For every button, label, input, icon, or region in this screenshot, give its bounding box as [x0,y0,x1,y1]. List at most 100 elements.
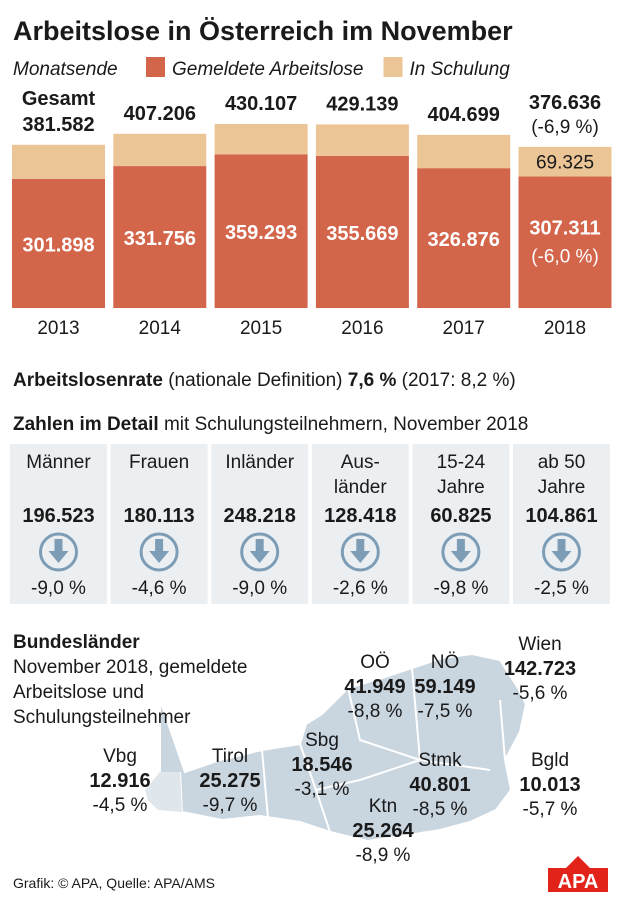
detail-box [311,444,409,604]
state-change: -5,7 % [523,799,578,820]
detail-label: Jahre [538,477,586,498]
bar-segment [12,178,105,308]
rate-line: Arbeitslosenrate (nationale Definition) … [13,370,516,391]
bar-segment [214,154,308,308]
detail-title: Zahlen im Detail [13,414,159,435]
logo: APA [558,871,599,893]
detail-change: -2,5 % [534,578,589,599]
state-value: 41.949 [344,676,405,698]
detail-label: 15-24 [437,452,486,473]
vbg-region [145,772,182,812]
total-label: 407.206 [124,103,196,125]
state-name: OÖ [360,652,390,673]
detail-label: Männer [26,452,91,473]
value-label: 331.756 [124,228,196,250]
bar-segment [12,144,105,179]
detail-box [412,444,510,604]
detail-change: -9,0 % [31,578,86,599]
logo-roof [566,856,590,868]
austria-map [143,652,528,843]
total-label: 404.699 [428,104,500,126]
detail-value: 128.418 [324,505,396,527]
arrow-down [249,539,270,563]
bar-segment [518,146,612,177]
total-prefix: Gesamt [22,88,96,110]
state-value: 142.723 [504,658,576,680]
detail-value: 248.218 [224,505,296,527]
total-label: 430.107 [225,93,297,115]
arrow-down [48,539,69,563]
value-label: 69.325 [536,153,594,174]
state-change: -3,1 % [295,779,350,800]
state-value: 25.275 [199,770,260,792]
bar-segment [113,166,207,308]
state-change: -7,5 % [418,701,473,722]
bar-segment [214,124,308,155]
detail-box [211,444,309,604]
arrow-down [450,539,471,563]
value-label: 355.669 [326,223,398,245]
value-label: 307.311 [529,217,600,239]
chart-title: Arbeitslose in Österreich im November [13,16,513,46]
arrow-down [350,539,371,563]
arrow-circle [139,532,179,572]
arrow-down [551,539,572,563]
states-title: Bundesländer [13,632,140,653]
x-tick-label: 2017 [443,318,485,339]
legend-swatch [383,57,403,77]
arrow-circle [340,532,380,572]
detail-label: ab 50 [538,452,586,473]
value-note: (-6,0 %) [531,246,599,267]
state-name: Bgld [531,750,569,771]
state-value: 12.916 [89,770,150,792]
total-label: 376.636 [529,92,601,114]
source: Grafik: © APA, Quelle: APA/AMS [13,875,215,891]
state-change: -9,7 % [203,795,258,816]
detail-label: länder [334,477,387,498]
detail-change: -9,0 % [232,578,287,599]
state-change: -8,8 % [348,701,403,722]
state-name: Ktn [369,796,398,817]
bar-segment [518,176,612,308]
states-subtitle: November 2018, gemeldete [13,657,247,678]
state-value: 18.546 [291,754,352,776]
arrow-circle [39,532,78,572]
total-label: 381.582 [22,114,94,136]
bar-segment [315,124,409,156]
detail-heading: Zahlen im Detail mit Schulungsteilnehmer… [13,414,528,435]
subtitle: Monatsende [13,59,118,80]
legend-label: Gemeldete Arbeitslose [172,59,364,80]
detail-box [513,444,610,604]
state-change: -8,5 % [413,799,468,820]
x-tick-label: 2013 [37,318,79,339]
detail-box [110,444,208,604]
state-name: NÖ [431,652,460,673]
value-label: 301.898 [22,234,94,256]
state-change: -8,9 % [356,845,411,866]
bar-segment [315,155,409,308]
rate-definition: (nationale Definition) [163,370,348,391]
state-value: 25.264 [352,820,414,842]
state-change: -5,6 % [513,683,568,704]
rate-value: 7,6 % [348,370,397,391]
legend-swatch [146,57,165,77]
arrow-circle [240,532,280,572]
state-value: 10.013 [519,774,580,796]
state-value: 40.801 [409,774,470,796]
detail-change: -2,6 % [333,578,388,599]
x-tick-label: 2014 [139,318,182,339]
state-name: Stmk [418,750,462,771]
detail-label: Inländer [225,452,294,473]
state-name: Sbg [305,730,339,751]
bar-segment [113,133,207,167]
state-name: Wien [518,634,561,655]
detail-change: -9,8 % [433,578,488,599]
states-subtitle: Arbeitslose und [13,682,144,703]
logo-box [548,868,608,892]
arrow-down [149,539,170,563]
value-label: 326.876 [428,229,500,251]
total-label: 429.139 [326,93,398,115]
detail-subtitle: mit Schulungsteilnehmern, November 2018 [159,414,529,435]
